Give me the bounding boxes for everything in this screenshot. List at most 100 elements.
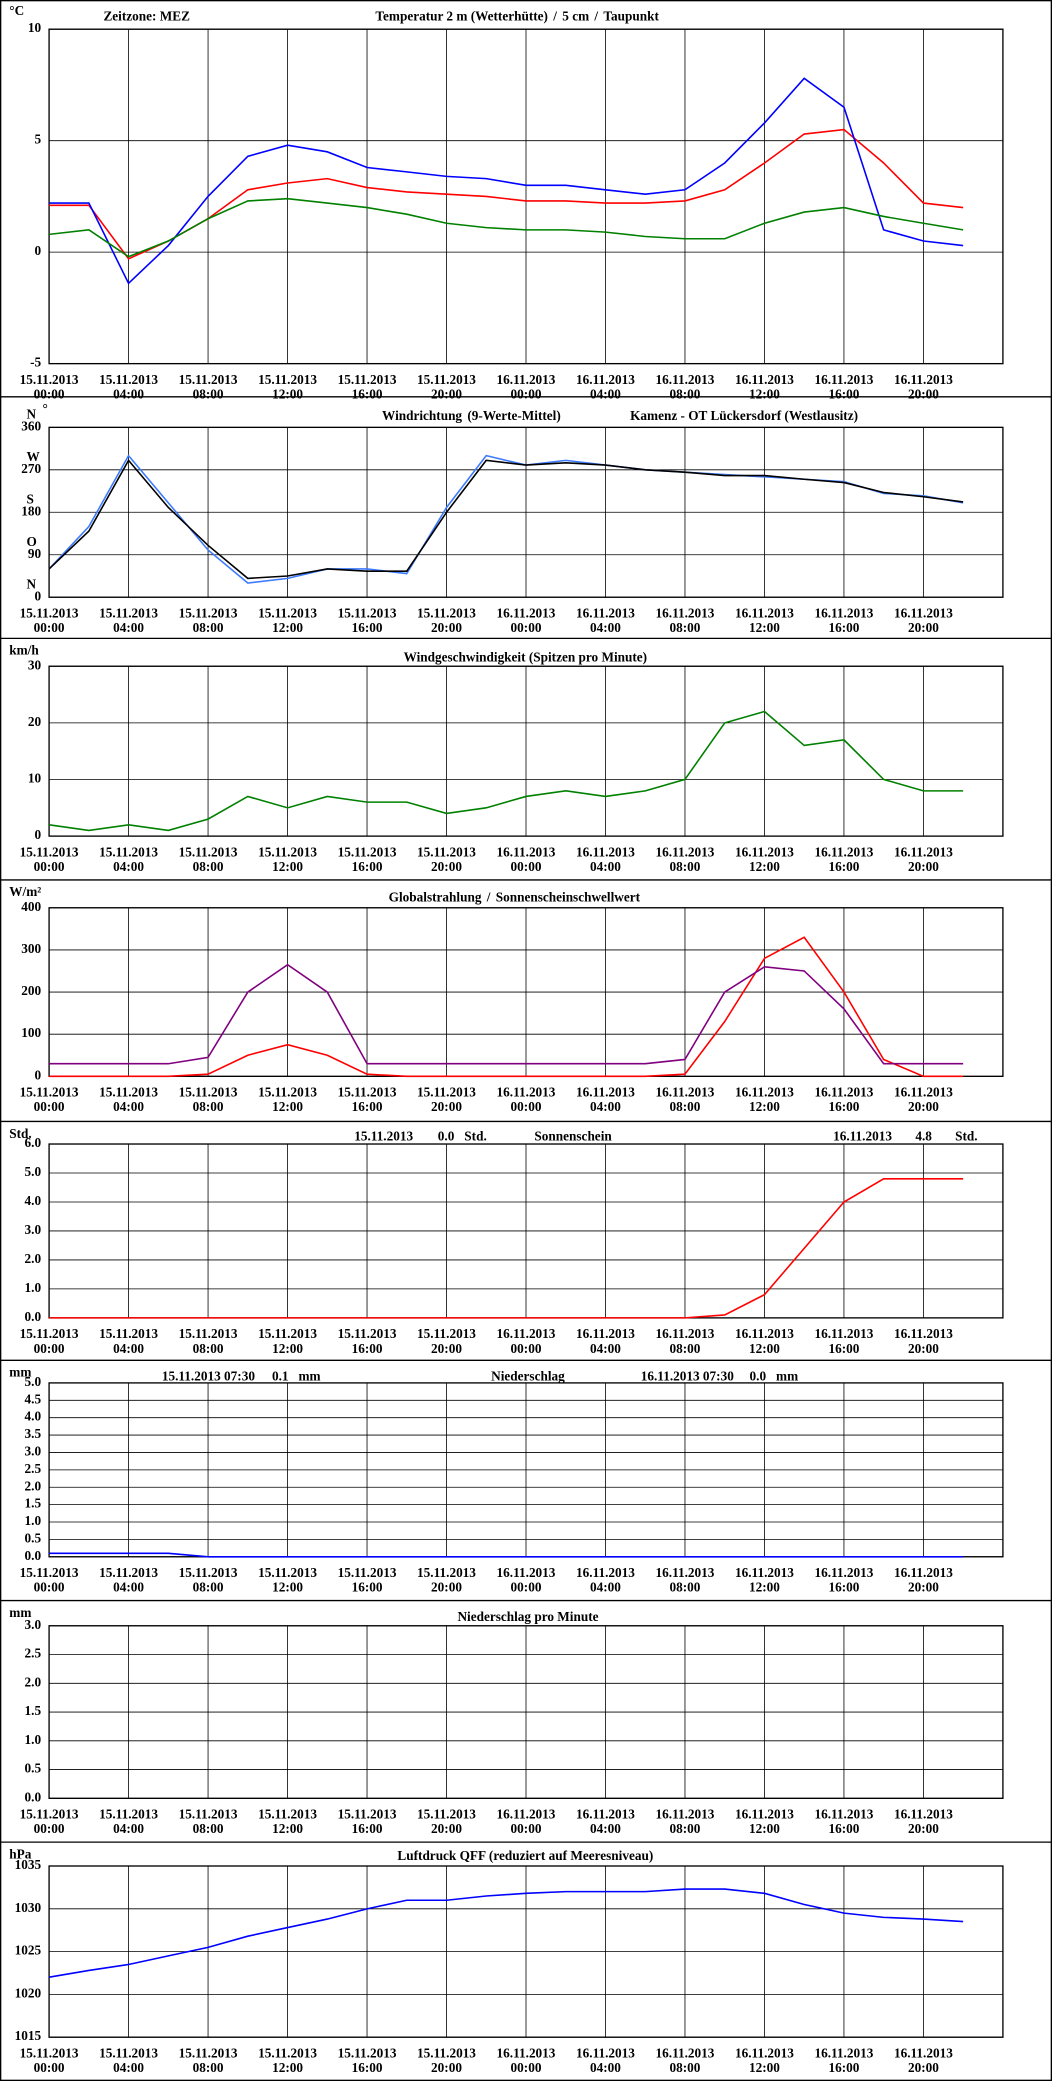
x-tick-time: 12:00 — [272, 2060, 303, 2075]
x-tick-date: 16.11.2013 — [814, 372, 873, 387]
x-tick-date: 15.11.2013 — [179, 1326, 238, 1341]
x-tick-time: 08:00 — [670, 387, 701, 402]
x-tick-time: 12:00 — [272, 1580, 303, 1595]
x-tick-date: 15.11.2013 — [20, 844, 79, 859]
x-tick-date: 16.11.2013 — [497, 1326, 556, 1341]
x-tick-time: 04:00 — [113, 387, 144, 402]
data-line — [49, 1177, 964, 1319]
y-tick-label: 6.0 — [25, 1135, 42, 1150]
legend-separator: / — [486, 890, 491, 905]
x-tick-time: 00:00 — [511, 1341, 542, 1356]
annotation: Std. — [955, 1128, 977, 1143]
y-tick-label: 400 — [21, 899, 41, 914]
x-tick-date: 16.11.2013 — [735, 606, 794, 621]
y-tick-label: 10 — [28, 771, 42, 786]
data-line — [49, 77, 964, 285]
data-line — [48, 1888, 964, 1979]
x-tick-date: 16.11.2013 — [576, 2046, 635, 2061]
x-tick-date: 16.11.2013 — [497, 1085, 556, 1100]
x-tick-time: 16:00 — [828, 1580, 859, 1595]
x-tick-date: 15.11.2013 — [99, 606, 158, 621]
x-tick-date: 15.11.2013 — [258, 1807, 317, 1822]
annotation: 0.0 — [750, 1369, 767, 1384]
x-tick-time: 04:00 — [590, 1099, 621, 1114]
annotation: 0.1 — [272, 1369, 289, 1384]
x-tick-time: 04:00 — [590, 1821, 621, 1836]
x-tick-time: 12:00 — [749, 1341, 780, 1356]
x-tick-date: 16.11.2013 — [576, 1085, 635, 1100]
x-tick-time: 04:00 — [590, 1341, 621, 1356]
x-tick-date: 15.11.2013 — [20, 1565, 79, 1580]
x-tick-date: 16.11.2013 — [656, 1085, 715, 1100]
y-tick-label: 1030 — [15, 1900, 42, 1915]
legend-entry: Temperatur 2 m (Wetterhütte) — [375, 8, 548, 23]
x-tick-time: 20:00 — [908, 387, 939, 402]
y-tick-label: 3.5 — [25, 1426, 42, 1441]
x-tick-time: 16:00 — [828, 2060, 859, 2075]
data-line — [48, 197, 964, 258]
x-tick-time: 12:00 — [749, 1580, 780, 1595]
y-tick-label: 2.5 — [25, 1461, 42, 1476]
x-tick-time: 20:00 — [908, 2060, 939, 2075]
annotation: mm — [776, 1369, 798, 1384]
x-tick-date: 15.11.2013 — [20, 606, 79, 621]
compass-label: N — [27, 576, 37, 591]
x-tick-time: 20:00 — [431, 2060, 462, 2075]
x-tick-date: 15.11.2013 — [338, 1807, 397, 1822]
x-tick-date: 16.11.2013 — [497, 372, 556, 387]
y-axis-label: km/h — [9, 643, 39, 658]
x-tick-time: 00:00 — [511, 1821, 542, 1836]
x-tick-time: 08:00 — [670, 859, 701, 874]
x-tick-time: 16:00 — [828, 387, 859, 402]
y-tick-label: 360 — [21, 418, 41, 433]
annotation: 15.11.2013 07:30 — [162, 1369, 255, 1384]
y-tick-label: 1020 — [15, 1985, 42, 2000]
x-tick-date: 16.11.2013 — [735, 1565, 794, 1580]
x-tick-date: 15.11.2013 — [338, 844, 397, 859]
x-tick-date: 15.11.2013 — [20, 1085, 79, 1100]
legend-entry: 5 cm — [562, 8, 589, 23]
x-tick-date: 15.11.2013 — [20, 1326, 79, 1341]
x-tick-date: 16.11.2013 — [576, 1807, 635, 1822]
chart-title: Windgeschwindigkeit (Spitzen pro Minute) — [404, 649, 648, 664]
x-tick-time: 12:00 — [749, 1821, 780, 1836]
x-tick-time: 16:00 — [828, 859, 859, 874]
y-tick-label: 270 — [21, 461, 41, 476]
y-tick-label: 1.0 — [25, 1732, 42, 1747]
x-tick-date: 15.11.2013 — [99, 1326, 158, 1341]
x-tick-time: 00:00 — [511, 387, 542, 402]
x-tick-time: 04:00 — [113, 620, 144, 635]
y-tick-label: 2.0 — [25, 1478, 42, 1493]
x-tick-date: 16.11.2013 — [656, 844, 715, 859]
x-tick-time: 00:00 — [511, 2060, 542, 2075]
chart-title: Niederschlag pro Minute — [457, 1609, 598, 1624]
chart-title: Zeitzone: MEZ — [103, 8, 190, 23]
x-tick-time: 04:00 — [113, 1580, 144, 1595]
y-tick-label: 1.0 — [25, 1280, 42, 1295]
x-tick-time: 20:00 — [908, 620, 939, 635]
x-tick-date: 16.11.2013 — [894, 844, 953, 859]
x-tick-date: 15.11.2013 — [99, 1565, 158, 1580]
y-tick-label: 4.0 — [25, 1193, 42, 1208]
x-tick-date: 15.11.2013 — [338, 1085, 397, 1100]
x-tick-date: 16.11.2013 — [814, 1326, 873, 1341]
x-tick-date: 16.11.2013 — [735, 844, 794, 859]
x-tick-date: 16.11.2013 — [894, 606, 953, 621]
y-tick-label: 1025 — [15, 1943, 42, 1958]
annotation: mm — [298, 1369, 320, 1384]
y-axis-label: Std. — [9, 1126, 31, 1141]
x-tick-time: 20:00 — [431, 1821, 462, 1836]
x-tick-time: 20:00 — [908, 1099, 939, 1114]
x-tick-time: 20:00 — [908, 1341, 939, 1356]
y-tick-label: 4.0 — [25, 1409, 42, 1424]
x-tick-date: 16.11.2013 — [894, 1085, 953, 1100]
x-tick-time: 12:00 — [272, 1821, 303, 1836]
y-tick-label: 1.5 — [25, 1496, 42, 1511]
x-tick-time: 20:00 — [908, 1580, 939, 1595]
x-tick-time: 08:00 — [193, 620, 224, 635]
x-tick-date: 16.11.2013 — [656, 2046, 715, 2061]
x-tick-time: 16:00 — [828, 1341, 859, 1356]
x-tick-time: 00:00 — [34, 1821, 65, 1836]
x-tick-time: 08:00 — [670, 1580, 701, 1595]
y-tick-label: 0.5 — [25, 1761, 42, 1776]
